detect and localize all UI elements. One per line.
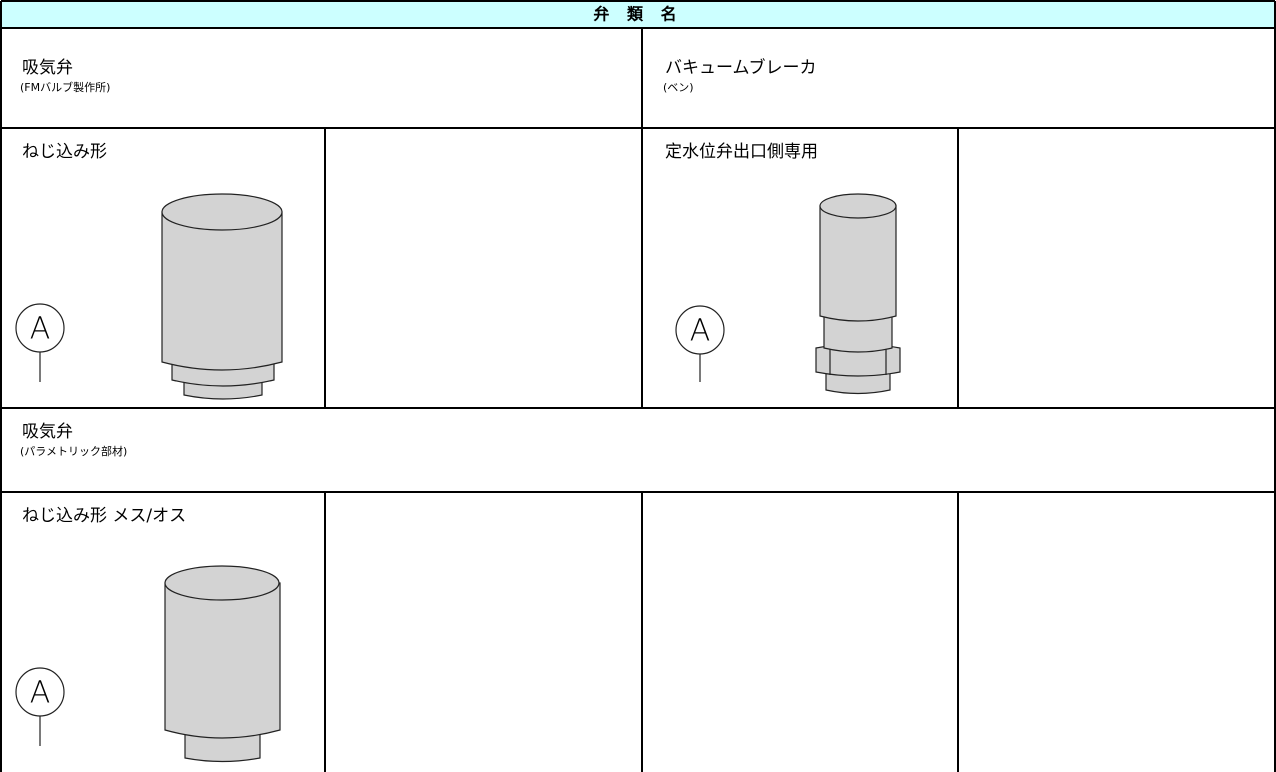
- valve-drawing: [15, 193, 283, 400]
- symbol-label: A: [30, 312, 51, 347]
- item-label: ねじ込み形 メス/オス: [22, 506, 186, 526]
- section-maker: (FMバルブ製作所): [20, 80, 110, 94]
- section-maker: (ベン): [663, 81, 694, 94]
- header-title: 弁 類 名: [593, 5, 682, 24]
- section-name: バキュームブレーカ: [665, 57, 816, 78]
- valve-drawing: [15, 565, 281, 763]
- section-name: 吸気弁: [22, 58, 73, 78]
- section-maker: (パラメトリック部材): [20, 444, 127, 458]
- section-name: 吸気弁: [22, 422, 73, 442]
- item-label: 定水位弁出口側専用: [665, 142, 818, 162]
- item-label: ねじ込み形: [22, 142, 107, 162]
- symbol-label: A: [690, 314, 711, 349]
- symbol-label: A: [30, 676, 51, 711]
- valve-drawing: [675, 193, 901, 395]
- header-bg: [1, 1, 1275, 28]
